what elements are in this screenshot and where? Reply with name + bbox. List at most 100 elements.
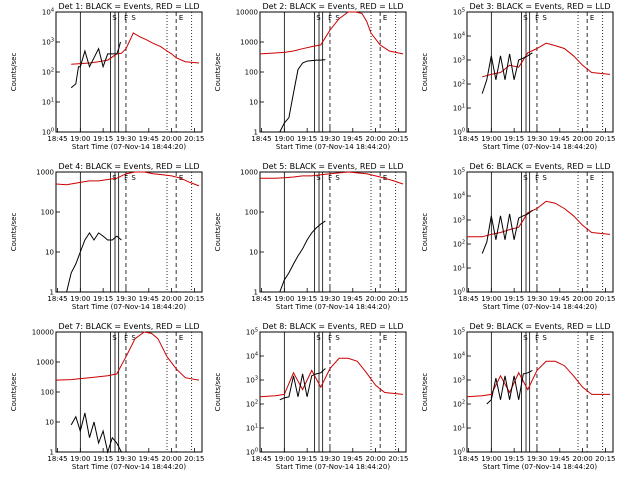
flag-letter: E [590,334,594,342]
x-tick-label: 19:15 [297,455,317,463]
detector-panel-1: Det 1: BLACK = Events, RED = LLD S F S E 18:4… [10,2,204,151]
lld-series-line [482,42,611,78]
y-tick-label: 100 [41,209,54,217]
events-series-line [279,368,326,401]
y-axis-label: Counts/sec [10,53,18,92]
y-axis-label: Counts/sec [421,373,429,412]
x-tick-label: 19:45 [343,135,363,143]
lld-series-line [71,32,200,65]
detector-panel-2: Det 2: BLACK = Events, RED = LLD S F S E 18:4… [214,2,408,151]
x-tick-label: 20:15 [388,295,408,303]
x-tick-label: 20:15 [184,455,204,463]
x-tick-label: 18:45 [458,135,478,143]
y-tick-label: 101 [42,98,54,107]
x-tick-label: 20:00 [365,135,385,143]
lld-series-line [260,171,404,185]
x-tick-label: 18:45 [458,295,478,303]
panel-title: Det 2: BLACK = Events, RED = LLD [263,2,404,11]
panel-title: Det 9: BLACK = Events, RED = LLD [470,322,611,331]
y-tick-label: 100 [453,288,465,297]
events-series-line [66,231,122,293]
x-tick-label: 19:15 [297,135,317,143]
panel-title: Det 3: BLACK = Events, RED = LLD [470,2,611,11]
flag-letter: F [328,334,332,342]
y-tick-label: 100 [245,69,258,77]
events-series-line [279,220,326,293]
events-series-line [279,59,326,133]
y-tick-label: 102 [246,400,258,409]
x-tick-label: 19:00 [481,135,501,143]
y-axis-label: Counts/sec [421,53,429,92]
plot-frame [466,331,614,453]
y-tick-label: 100 [41,389,54,397]
y-tick-label: 100 [246,448,258,457]
y-axis-label: Counts/sec [214,53,222,92]
flag-letter: S [131,334,136,342]
y-tick-label: 104 [453,192,465,201]
x-tick-label: 19:45 [343,295,363,303]
y-tick-label: 10000 [236,9,258,17]
x-tick-label: 19:15 [93,455,113,463]
x-tick-label: 20:00 [365,295,385,303]
events-series-line [70,41,121,89]
lld-series-line [466,360,610,398]
detector-panel-3: Det 3: BLACK = Events, RED = LLD S F S E 18:4… [421,2,615,151]
flag-letter: S [335,174,340,182]
plot-frame [55,171,203,293]
y-tick-label: 103 [246,376,258,385]
flag-letter: F [124,174,128,182]
x-tick-label: 19:45 [343,455,363,463]
y-tick-label: 103 [42,38,54,47]
y-axis-label: Counts/sec [10,373,18,412]
x-tick-label: 20:15 [388,135,408,143]
y-tick-label: 100 [245,209,258,217]
flag-letter: F [124,334,128,342]
x-tick-label: 19:45 [550,135,570,143]
y-axis-label: Counts/sec [421,213,429,252]
events-series-line [70,412,122,454]
y-tick-label: 104 [453,352,465,361]
x-tick-label: 19:45 [550,295,570,303]
y-tick-label: 10 [45,419,54,427]
lld-series-line [259,357,404,398]
panel-title: Det 6: BLACK = Events, RED = LLD [470,162,611,171]
x-axis-label: Start Time (07-Nov-14 18:44:20) [276,143,390,151]
y-tick-label: 1000 [36,359,54,367]
x-tick-label: 20:15 [184,295,204,303]
x-tick-label: 19:00 [274,135,294,143]
x-axis-label: Start Time (07-Nov-14 18:44:20) [483,143,597,151]
y-tick-label: 100 [453,448,465,457]
x-tick-label: 19:00 [274,455,294,463]
y-tick-label: 103 [453,216,465,225]
x-tick-label: 19:15 [93,135,113,143]
y-tick-label: 1 [254,129,258,137]
x-tick-label: 19:30 [320,455,340,463]
flag-letter: S [335,14,340,22]
flag-letter: S [112,334,117,342]
flag-letter: S [131,174,136,182]
x-axis-label: Start Time (07-Nov-14 18:44:20) [276,303,390,311]
y-tick-label: 105 [453,8,465,17]
y-tick-label: 101 [246,424,258,433]
x-axis-label: Start Time (07-Nov-14 18:44:20) [483,463,597,471]
flag-letter: S [542,174,547,182]
flag-letter: F [535,334,539,342]
plot-frame [259,11,407,133]
plot-frame [259,331,407,453]
y-tick-label: 10000 [32,329,54,337]
panel-title: Det 5: BLACK = Events, RED = LLD [263,162,404,171]
flag-letter: S [316,14,321,22]
y-tick-label: 104 [453,32,465,41]
detector-panel-7: Det 7: BLACK = Events, RED = LLD S F S E 18:4… [10,322,204,471]
y-tick-label: 102 [453,240,465,249]
flag-letter: E [179,14,183,22]
panel-title: Det 1: BLACK = Events, RED = LLD [59,2,200,11]
x-tick-label: 19:15 [504,135,524,143]
flag-letter: E [590,14,594,22]
x-tick-label: 20:15 [595,295,615,303]
x-axis-label: Start Time (07-Nov-14 18:44:20) [72,143,186,151]
y-tick-label: 102 [453,80,465,89]
lld-series-line [259,11,404,55]
x-tick-label: 19:30 [116,455,136,463]
